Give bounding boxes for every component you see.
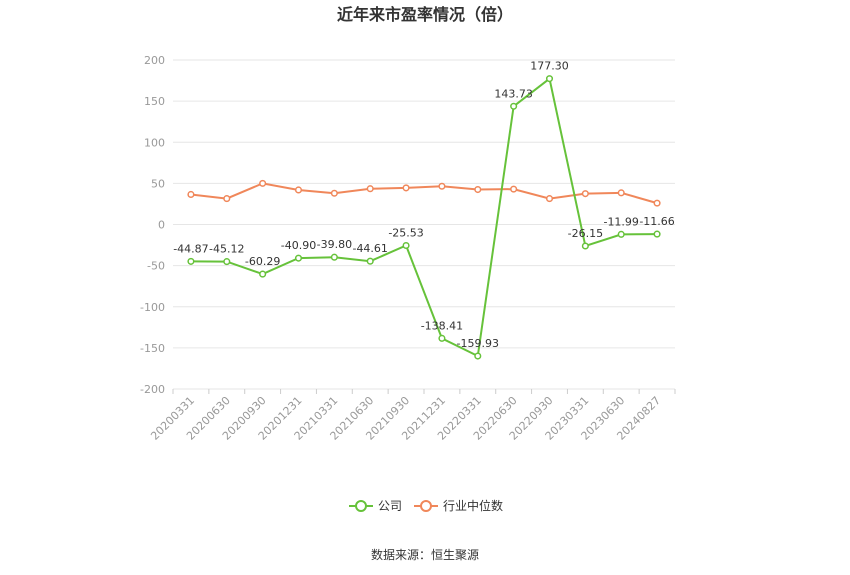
data-point	[617, 230, 625, 238]
legend-company-marker	[355, 500, 367, 512]
chart-title: 近年来市盈率情况（倍）	[337, 5, 513, 24]
y-tick-label: 50	[151, 177, 165, 190]
data-label: -26.15	[568, 227, 603, 240]
data-point	[510, 102, 518, 110]
data-point	[438, 334, 446, 342]
data-point	[653, 230, 661, 238]
data-label: -159.93	[457, 337, 499, 350]
data-point	[617, 189, 625, 197]
data-label: -11.99	[603, 215, 638, 228]
data-point	[330, 189, 338, 197]
data-label: -11.66	[639, 215, 674, 228]
series-line-0	[190, 76, 658, 358]
data-label: 143.73	[494, 87, 533, 100]
data-point	[366, 257, 374, 265]
data-point	[402, 184, 410, 192]
y-axis: 200 150 100 50 0 -50 -100 -150 -200	[140, 54, 165, 396]
data-label: 177.30	[530, 60, 569, 73]
data-label: -25.53	[388, 226, 423, 239]
y-tick-label: 200	[144, 54, 165, 67]
legend-industry-label: 行业中位数	[443, 498, 503, 513]
data-point	[223, 258, 231, 266]
y-tick-label: -150	[140, 342, 165, 355]
y-tick-label: 0	[158, 219, 165, 232]
data-source: 数据来源：恒生聚源	[371, 547, 479, 562]
data-point	[581, 190, 589, 198]
series-line-1	[190, 182, 658, 205]
data-point	[330, 253, 338, 261]
data-point	[366, 185, 374, 193]
data-point	[474, 352, 482, 360]
data-point	[187, 257, 195, 265]
data-point	[259, 270, 267, 278]
data-point	[259, 179, 267, 187]
data-point	[545, 75, 554, 83]
legend-item-company[interactable]: 公司	[349, 499, 402, 513]
data-point	[653, 199, 661, 207]
data-point	[294, 186, 303, 194]
data-point	[438, 182, 446, 190]
data-label: -39.80	[317, 238, 352, 251]
y-tick-label: -200	[140, 383, 165, 396]
y-tick-label: 100	[144, 136, 165, 149]
y-tick-label: -50	[147, 260, 165, 273]
x-axis: 2020033120200630202009302020123120210331…	[148, 389, 676, 443]
data-point	[294, 254, 303, 262]
data-label: -138.41	[421, 319, 463, 332]
data-point	[510, 185, 518, 193]
data-point	[402, 241, 410, 250]
legend: 公司 行业中位数	[349, 498, 503, 513]
data-point	[581, 242, 589, 250]
data-label: -60.29	[245, 255, 280, 268]
legend-item-industry-median[interactable]: 行业中位数	[414, 498, 503, 513]
data-label: -44.87	[173, 242, 208, 255]
data-point	[474, 185, 482, 194]
data-labels: -44.87 -45.12-60.29-40.90 -39.80 -44.61-25.…	[173, 60, 675, 350]
data-label: -40.90	[281, 239, 316, 252]
legend-company-label: 公司	[378, 499, 402, 513]
series-lines	[187, 75, 661, 360]
y-tick-label: -100	[140, 301, 165, 314]
data-label: -45.12	[209, 243, 244, 256]
data-point	[545, 195, 554, 203]
grid-lines	[173, 59, 675, 390]
data-point	[187, 190, 195, 199]
y-tick-label: 150	[144, 95, 165, 108]
legend-industry-marker	[420, 500, 432, 512]
data-label: -44.61	[352, 242, 387, 255]
data-point	[223, 195, 231, 203]
